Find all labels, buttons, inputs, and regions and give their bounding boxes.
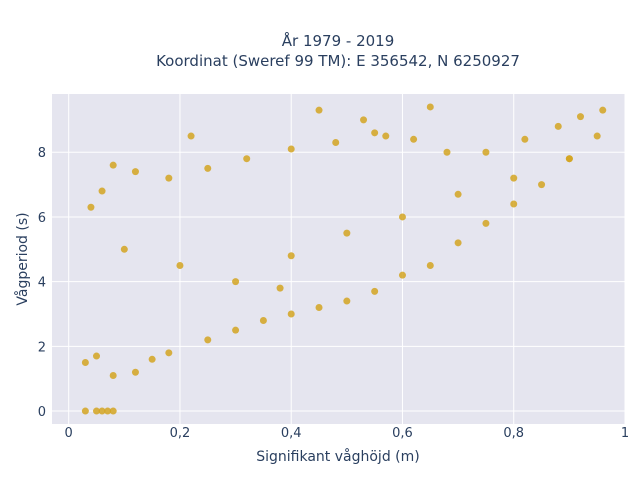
x-tick-label: 0,8 — [503, 426, 524, 441]
data-point — [371, 287, 379, 295]
data-point — [426, 103, 434, 111]
data-point — [410, 135, 418, 143]
data-point — [454, 239, 462, 247]
data-point — [443, 148, 451, 156]
x-tick-label: 0,2 — [170, 426, 191, 441]
data-point — [98, 187, 106, 195]
data-points — [81, 103, 607, 415]
data-point — [510, 200, 518, 208]
data-point — [371, 129, 379, 137]
x-tick-label: 0,6 — [392, 426, 413, 441]
x-tick-label: 1 — [621, 426, 629, 441]
data-point — [93, 407, 101, 415]
x-tick-label: 0,4 — [281, 426, 302, 441]
y-tick-label: 4 — [38, 276, 46, 291]
chart-title-line-1: År 1979 - 2019 — [282, 31, 395, 50]
data-point — [426, 261, 434, 269]
data-point — [104, 407, 112, 415]
data-point — [176, 261, 184, 269]
data-point — [109, 371, 117, 379]
data-point — [454, 190, 462, 198]
data-point — [576, 113, 584, 121]
data-point — [510, 174, 518, 182]
data-point — [93, 352, 101, 360]
data-point — [332, 139, 340, 147]
data-point — [232, 326, 240, 334]
data-point — [521, 135, 529, 143]
data-point — [109, 161, 117, 169]
y-tick-label: 6 — [38, 211, 46, 226]
data-point — [538, 181, 546, 189]
data-point — [343, 297, 351, 305]
data-point — [109, 407, 117, 415]
axis-ticks: 0 0,2 0,4 0,6 0,8 1 0 2 4 6 8 — [38, 146, 629, 441]
data-point — [131, 168, 139, 176]
data-point — [243, 155, 251, 163]
y-axis-label: Vågperiod (s) — [14, 212, 31, 305]
data-point — [482, 219, 490, 227]
data-point — [276, 284, 284, 292]
data-point — [554, 122, 562, 130]
x-tick-label: 0 — [65, 426, 73, 441]
data-point — [187, 132, 195, 140]
x-axis-label: Signifikant våghöjd (m) — [256, 448, 419, 465]
data-point — [599, 106, 607, 114]
data-point — [120, 245, 128, 253]
data-point — [565, 155, 573, 163]
data-point — [593, 132, 601, 140]
data-point — [398, 213, 406, 221]
data-point — [87, 203, 95, 211]
data-point — [360, 116, 368, 124]
data-point — [165, 174, 173, 182]
data-point — [287, 252, 295, 260]
y-tick-label: 0 — [38, 405, 46, 420]
data-point — [343, 229, 351, 237]
data-point — [315, 304, 323, 312]
data-point — [482, 148, 490, 156]
data-point — [81, 359, 89, 367]
data-point — [204, 336, 212, 344]
y-tick-label: 2 — [38, 340, 46, 355]
data-point — [81, 407, 89, 415]
data-point — [131, 368, 139, 376]
data-point — [398, 271, 406, 279]
chart-title-line-2: Koordinat (Sweref 99 TM): E 356542, N 62… — [156, 52, 520, 70]
data-point — [232, 278, 240, 286]
y-tick-label: 8 — [38, 146, 46, 161]
plot-area — [52, 94, 625, 424]
data-point — [382, 132, 390, 140]
data-point — [287, 145, 295, 153]
data-point — [287, 310, 295, 318]
data-point — [315, 106, 323, 114]
data-point — [98, 407, 106, 415]
data-point — [259, 316, 267, 324]
data-point — [165, 349, 173, 357]
data-point — [204, 164, 212, 172]
data-point — [148, 355, 156, 363]
